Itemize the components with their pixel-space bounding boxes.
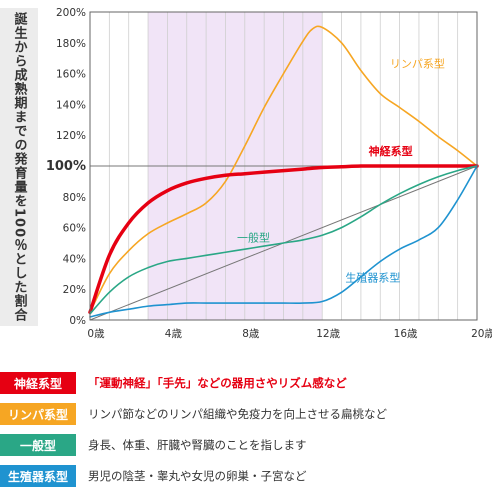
- series-neural-line: [88, 164, 479, 315]
- y-tick-label-80: 80%: [63, 192, 86, 204]
- series-genital-line: [89, 165, 478, 318]
- series-general-line: [89, 165, 478, 315]
- legend-row-lymphoid: リンパ系型 リンパ節などのリンパ組織や免疫力を向上させる扁桃など: [0, 403, 387, 425]
- legend-badge-neural: 神経系型: [0, 372, 76, 394]
- legend-row-neural: 神経系型 「運動神経」「手先」などの器用さやリズム感など: [0, 372, 347, 394]
- x-tick-label-16: 16歳: [394, 328, 418, 340]
- legend-badge-general: 一般型: [0, 434, 76, 456]
- y-tick-label-100: 100%: [46, 159, 86, 174]
- annotation-neural: 神経系型: [369, 144, 413, 158]
- x-tick-label-4: 4歳: [165, 328, 183, 340]
- annotation-genital: 生殖器系型: [345, 271, 400, 285]
- annotation-lymphoid: リンパ系型: [390, 56, 445, 70]
- x-tick-label-20: 20歳: [471, 328, 492, 340]
- legend-desc-lymphoid: リンパ節などのリンパ組織や免疫力を向上させる扁桃など: [88, 407, 387, 421]
- series-lymphoid-line: [89, 25, 478, 314]
- y-tick-label-200: 200%: [56, 7, 86, 19]
- legend-badge-lymphoid: リンパ系型: [0, 403, 76, 425]
- x-tick-labels: 0歳 4歳 8歳 12歳 16歳 20歳: [87, 328, 492, 340]
- x-tick-label-8: 8歳: [242, 328, 260, 340]
- y-tick-label-140: 140%: [56, 99, 86, 111]
- growth-curve-chart: 0% 20% 40% 60% 80% 100% 120% 140% 160% 180% 200% 0…: [46, 7, 492, 340]
- legend-desc-general: 身長、体重、肝臓や腎臓のことを指します: [88, 438, 307, 452]
- y-tick-label-60: 60%: [63, 223, 86, 235]
- y-tick-label-40: 40%: [63, 253, 86, 265]
- annotation-general: 一般型: [237, 230, 270, 244]
- series-group: [88, 25, 479, 318]
- y-tick-label-180: 180%: [56, 38, 86, 50]
- legend-row-genital: 生殖器系型 男児の陰茎・睾丸や女児の卵巣・子宮など: [0, 465, 307, 487]
- y-tick-label-20: 20%: [63, 284, 86, 296]
- x-tick-label-0: 0歳: [87, 328, 105, 340]
- plot-frame: [89, 11, 478, 321]
- y-tick-label-0: 0%: [69, 315, 86, 327]
- x-tick-label-12: 12歳: [316, 328, 340, 340]
- legend-desc-neural: 「運動神経」「手先」などの器用さやリズム感など: [88, 376, 347, 390]
- y-axis-title: 誕生から成熟期までの発育量を100％とした割合: [11, 11, 27, 323]
- y-axis-title-box: 誕生から成熟期までの発育量を100％とした割合: [0, 8, 38, 326]
- y-tick-labels: 0% 20% 40% 60% 80% 100% 120% 140% 160% 180% 200%: [46, 7, 86, 327]
- legend-desc-genital: 男児の陰茎・睾丸や女児の卵巣・子宮など: [88, 469, 307, 483]
- y-tick-label-160: 160%: [56, 69, 86, 81]
- y-tick-label-120: 120%: [56, 130, 86, 142]
- legend-badge-genital: 生殖器系型: [0, 465, 76, 487]
- legend-row-general: 一般型 身長、体重、肝臓や腎臓のことを指します: [0, 434, 307, 456]
